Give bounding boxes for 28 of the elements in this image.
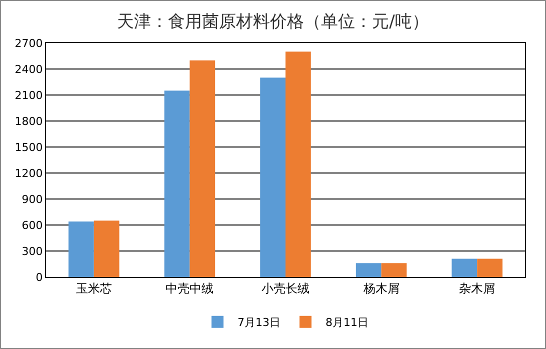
bar — [477, 258, 502, 277]
y-tick-label: 1500 — [14, 140, 43, 154]
bar — [164, 90, 190, 277]
y-tick-label: 0 — [36, 270, 43, 284]
bar — [68, 222, 94, 277]
bar — [452, 258, 478, 277]
x-tick-label: 杨木屑 — [362, 281, 400, 296]
y-tick-label: 300 — [22, 244, 43, 258]
legend-label: 8月11日 — [326, 316, 368, 330]
legend-label: 7月13日 — [238, 316, 280, 330]
bar — [381, 263, 407, 277]
y-tick-label: 600 — [22, 218, 43, 232]
y-tick-label: 900 — [22, 192, 43, 206]
bar — [94, 220, 120, 277]
x-tick-label: 玉米芯 — [76, 281, 112, 296]
y-tick-label: 2400 — [14, 62, 43, 76]
chart-title: 天津：食用菌原材料价格（单位：元/吨） — [117, 12, 429, 32]
y-tick-label: 1800 — [14, 114, 43, 128]
bar — [286, 52, 311, 277]
bar — [260, 78, 286, 277]
x-tick-label: 小壳长绒 — [262, 281, 310, 296]
x-tick-label: 杂木屑 — [459, 281, 496, 296]
bar — [190, 60, 216, 277]
y-tick-label: 2100 — [14, 88, 43, 102]
x-tick-label: 中壳中绒 — [166, 281, 214, 296]
bar — [356, 263, 382, 277]
y-tick-label: 2700 — [14, 36, 43, 50]
y-tick-label: 1200 — [14, 166, 43, 180]
